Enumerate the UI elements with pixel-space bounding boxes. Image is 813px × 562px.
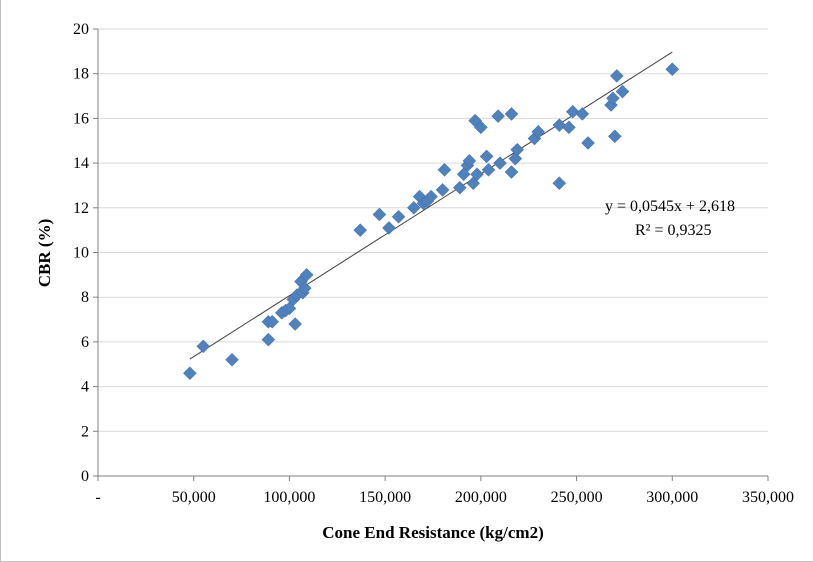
y-tick-label: 8 (81, 289, 89, 306)
y-tick-label: 10 (73, 245, 89, 262)
data-point (581, 136, 595, 150)
data-point (474, 120, 488, 135)
data-point (504, 107, 519, 121)
trendline-r2: R² = 0,9325 (635, 222, 712, 239)
y-tick-label: 18 (73, 66, 89, 83)
trendline (189, 51, 673, 360)
x-tick-label: 250,000 (551, 489, 603, 506)
x-axis-title: Cone End Resistance (kg/cm2) (322, 523, 543, 542)
x-axis-ticks: - 50,000 100,000 150,000 200,000 250,000 300,0… (95, 476, 794, 506)
data-point (391, 209, 406, 224)
x-tick-label: - (95, 489, 100, 506)
gridlines (98, 28, 768, 432)
data-point (508, 151, 523, 166)
data-points (183, 62, 680, 381)
x-tick-label: 350,000 (742, 489, 794, 506)
data-point (575, 107, 590, 121)
data-point (407, 200, 421, 215)
data-point (510, 142, 525, 157)
data-point (288, 317, 303, 331)
data-point (261, 332, 276, 347)
data-point (615, 84, 630, 99)
y-tick-label: 16 (73, 110, 89, 127)
data-point (196, 339, 211, 354)
data-point (562, 120, 576, 135)
y-tick-label: 12 (73, 200, 89, 217)
data-point (297, 281, 312, 296)
x-tick-label: 150,000 (359, 489, 411, 506)
data-point (265, 314, 280, 329)
data-point (504, 165, 519, 179)
data-point (424, 189, 438, 204)
data-point (437, 162, 452, 177)
data-point (665, 62, 680, 77)
y-tick-label: 2 (81, 423, 89, 440)
data-point (552, 176, 567, 191)
x-tick-label: 300,000 (646, 489, 698, 506)
data-point (462, 154, 477, 168)
data-point (481, 162, 496, 177)
data-point (382, 221, 396, 235)
data-point (491, 109, 505, 124)
data-point (183, 366, 197, 381)
data-point (493, 156, 507, 170)
data-point (225, 352, 239, 367)
y-tick-label: 6 (81, 334, 89, 351)
x-tick-label: 200,000 (455, 489, 507, 506)
data-point (565, 104, 580, 119)
y-tick-label: 14 (73, 155, 89, 172)
data-point (531, 124, 546, 139)
y-tick-label: 0 (81, 468, 89, 485)
data-point (452, 180, 467, 195)
data-point (470, 167, 484, 182)
y-axis-title: CBR (%) (35, 219, 54, 287)
data-point (608, 129, 622, 144)
data-point (609, 69, 624, 83)
data-point (552, 118, 567, 132)
data-point (435, 183, 450, 197)
x-tick-label: 50,000 (172, 489, 216, 506)
data-point (479, 149, 494, 164)
y-tick-label: 20 (73, 21, 89, 38)
y-tick-label: 4 (81, 379, 89, 396)
y-axis-ticks: 0 2 4 6 8 10 12 14 16 18 20 (73, 21, 98, 485)
trendline-equation: y = 0,0545x + 2,618 (605, 198, 735, 215)
x-tick-label: 100,000 (263, 489, 315, 506)
data-point (353, 223, 368, 238)
data-point (606, 91, 620, 106)
data-point (299, 267, 314, 282)
data-point (372, 207, 387, 222)
